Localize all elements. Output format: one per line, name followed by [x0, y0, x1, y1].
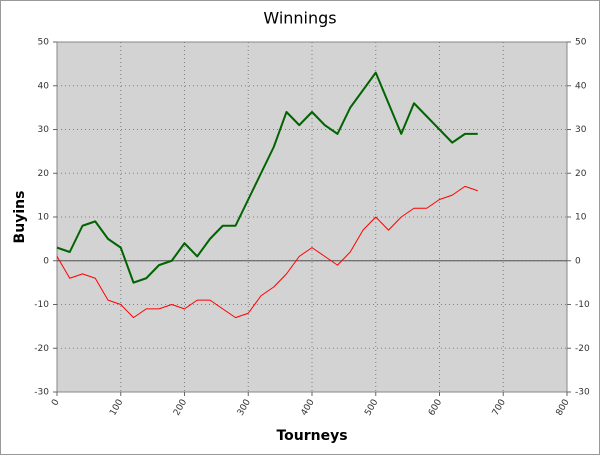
- series-line: [56, 71, 478, 284]
- y-tick-label: 20: [38, 169, 50, 179]
- y-tick-label: 10: [38, 213, 50, 223]
- y2-tick-label: 50: [575, 38, 587, 48]
- y-tick-label: -10: [34, 300, 49, 310]
- y-tick-label: -20: [34, 344, 49, 354]
- y-axis-title: Buyins: [12, 191, 28, 244]
- x-axis-title: Tourneys: [276, 428, 347, 444]
- y-tick-label: -30: [34, 388, 49, 398]
- y2-tick-label: 30: [575, 125, 587, 135]
- x-tick-label: 0: [50, 398, 62, 408]
- y-tick-label: 30: [38, 125, 50, 135]
- y2-tick-label: -30: [575, 388, 590, 398]
- chart-title: Winnings: [263, 9, 336, 28]
- series-line: [56, 185, 478, 319]
- y2-tick-label: 0: [575, 256, 581, 266]
- y2-tick-label: 20: [575, 169, 587, 179]
- y-tick-label: 50: [38, 38, 50, 48]
- y2-tick-label: -20: [575, 344, 590, 354]
- y2-tick-label: 10: [575, 213, 587, 223]
- y-tick-label: 0: [43, 256, 49, 266]
- y2-tick-label: 40: [575, 81, 587, 91]
- y-tick-label: 40: [38, 81, 50, 91]
- y2-tick-label: -10: [575, 300, 590, 310]
